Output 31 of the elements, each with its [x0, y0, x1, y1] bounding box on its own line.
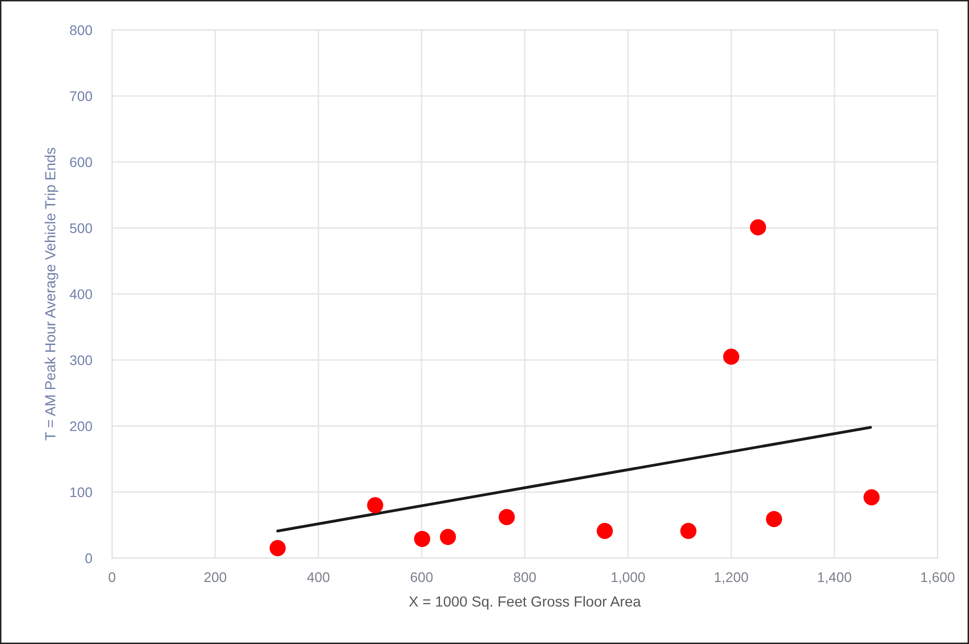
- point: [766, 511, 782, 528]
- point: [863, 489, 880, 506]
- y-tick-label: 600: [70, 157, 92, 168]
- x-tick-label: 1,600: [921, 572, 954, 584]
- point: [680, 522, 696, 540]
- x-tick-label: 1,200: [714, 572, 748, 584]
- point: [440, 528, 456, 545]
- point: [498, 509, 515, 526]
- x-tick-label: 1,000: [612, 572, 645, 584]
- y-tick-label: 300: [70, 355, 92, 366]
- x-tick-label: 600: [410, 572, 433, 582]
- y-tick-label: 800: [70, 25, 92, 36]
- point: [270, 540, 286, 556]
- x-tick-label: 800: [514, 572, 536, 582]
- x-axis-title: X = 1000 Sq. Feet Gross Floor Area: [409, 596, 641, 610]
- x-tick-label: 200: [204, 572, 226, 582]
- point: [723, 348, 740, 365]
- x-tick-label: 1,400: [818, 572, 852, 584]
- point: [414, 530, 430, 547]
- x-tick-label: 0: [108, 572, 116, 582]
- y-tick-label: 400: [70, 289, 92, 300]
- point: [367, 497, 384, 514]
- point: [596, 522, 613, 540]
- y-axis-title: T = AM Peak Hour Average Vehicle Trip Ends: [44, 148, 58, 440]
- y-tick-label: 700: [70, 91, 92, 102]
- point: [750, 219, 766, 236]
- y-tick-label: 0: [85, 553, 92, 564]
- y-tick-label: 200: [70, 421, 92, 432]
- y-tick-label: 500: [70, 223, 92, 234]
- y-tick-label: 100: [70, 487, 92, 498]
- x-tick-label: 400: [307, 572, 330, 582]
